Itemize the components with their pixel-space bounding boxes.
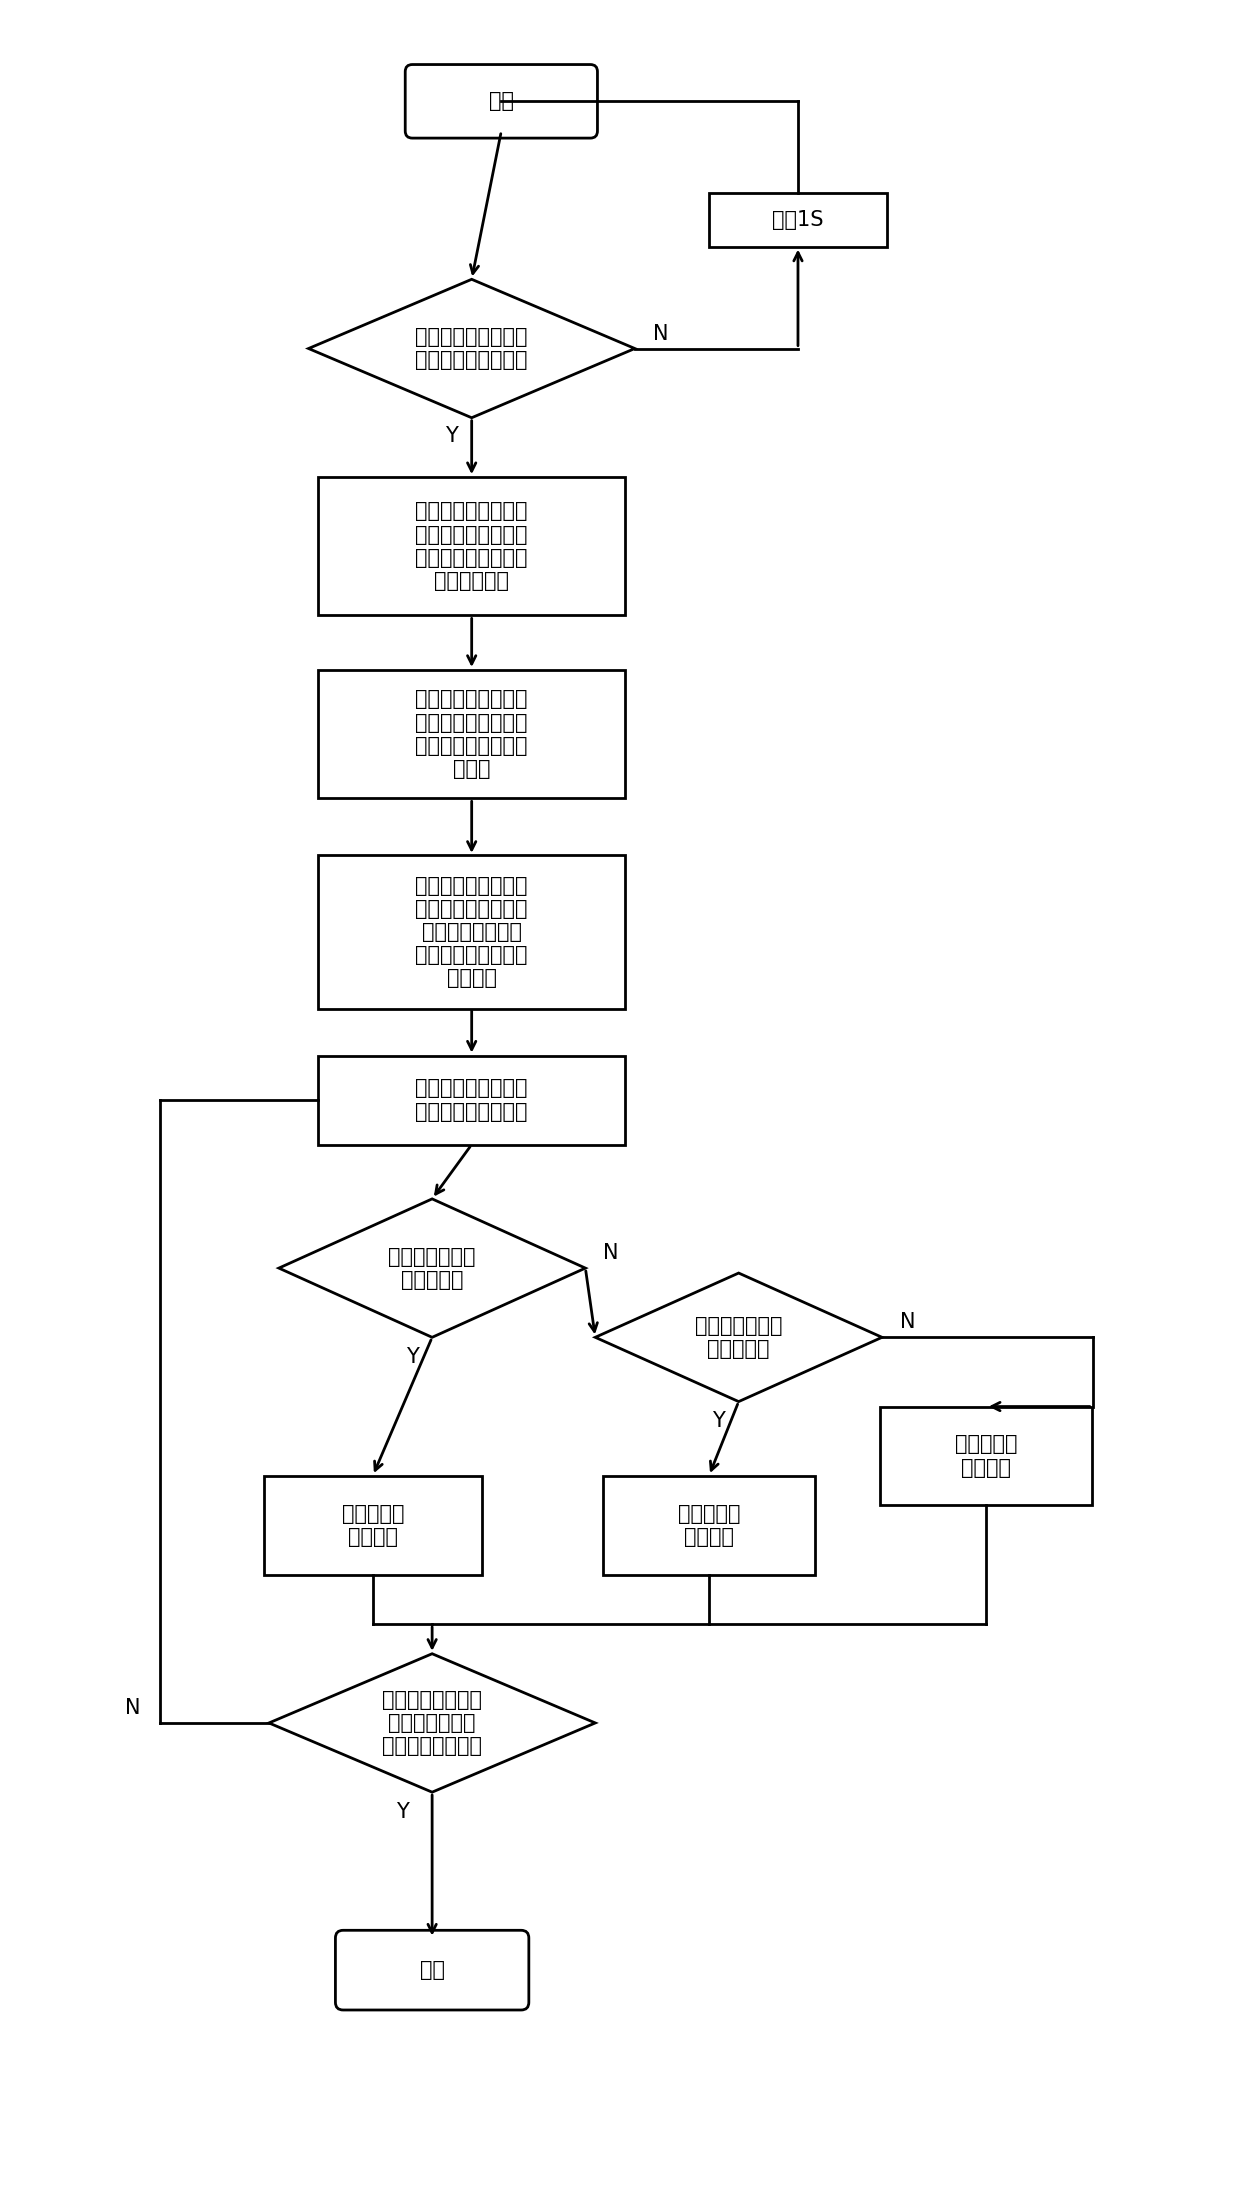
Text: 协同控制系统判断
是否有定位和测
温装置打开或关闭: 协同控制系统判断 是否有定位和测 温装置打开或关闭 [382, 1690, 482, 1756]
Bar [319, 669, 625, 799]
Text: 减小加热装
置的功率: 减小加热装 置的功率 [678, 1503, 740, 1547]
Text: N: N [900, 1312, 915, 1332]
Text: 开始: 开始 [489, 90, 513, 112]
FancyBboxPatch shape [336, 1930, 528, 2010]
Bar [264, 1475, 481, 1574]
Bar [603, 1475, 815, 1574]
Bar [319, 478, 625, 616]
Text: 该温度大于计划
达到的温度: 该温度大于计划 达到的温度 [694, 1316, 782, 1358]
Text: N: N [125, 1699, 140, 1719]
Text: 检测是否有定位和测
温装置处于工作状态: 检测是否有定位和测 温装置处于工作状态 [415, 328, 528, 370]
Text: Y: Y [396, 1803, 409, 1822]
Bar [709, 194, 887, 247]
FancyBboxPatch shape [405, 64, 598, 139]
Polygon shape [279, 1200, 585, 1338]
Text: Y: Y [445, 425, 459, 445]
Polygon shape [595, 1272, 882, 1402]
Polygon shape [269, 1653, 595, 1792]
Text: 结束: 结束 [419, 1961, 445, 1981]
Text: 协调控制系统根据定
位和测温装置的位置
制定相应的控制策
略，并把策略发送给
加热装置: 协调控制系统根据定 位和测温装置的位置 制定相应的控制策 略，并把策略发送给 加… [415, 876, 528, 988]
Bar [319, 856, 625, 1008]
Bar [319, 1056, 625, 1145]
Text: 接触式温度传感器测
取人体温度，并把温
度信息发送给协调控
制系统: 接触式温度传感器测 取人体温度，并把温 度信息发送给协调控 制系统 [415, 689, 528, 779]
Bar [879, 1406, 1092, 1505]
Text: Y: Y [405, 1347, 419, 1367]
Polygon shape [309, 280, 635, 418]
Text: Y: Y [713, 1411, 725, 1431]
Text: 加热装置接受控制策
略，对目标进行加热: 加热装置接受控制策 略，对目标进行加热 [415, 1078, 528, 1123]
Text: N: N [603, 1244, 619, 1263]
Text: 增大加热装
置的功率: 增大加热装 置的功率 [955, 1435, 1017, 1477]
Text: 延时1S: 延时1S [773, 209, 823, 229]
Text: 该温度等于计划
达到的温度: 该温度等于计划 达到的温度 [388, 1246, 476, 1290]
Text: 保持加热装
置的功率: 保持加热装 置的功率 [341, 1503, 404, 1547]
Text: 定位设备通过各个接
入点得测目标位置，
并把位置信息发送给
协调控制系统: 定位设备通过各个接 入点得测目标位置， 并把位置信息发送给 协调控制系统 [415, 502, 528, 592]
Text: N: N [652, 324, 668, 343]
